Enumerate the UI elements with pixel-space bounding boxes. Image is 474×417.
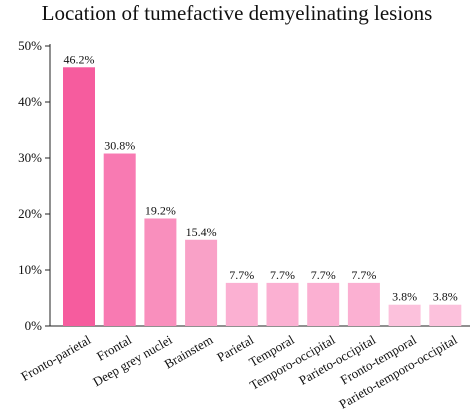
- bar: [307, 282, 340, 326]
- y-tick-label: 0%: [25, 318, 43, 333]
- bar: [144, 218, 177, 326]
- bar: [185, 239, 218, 326]
- bar-value-label: 7.7%: [229, 268, 254, 282]
- bar: [429, 304, 462, 326]
- bar-value-label: 30.8%: [104, 139, 135, 153]
- y-tick-label: 10%: [18, 262, 42, 277]
- bar: [103, 153, 136, 326]
- bar: [347, 282, 380, 326]
- bar-value-label: 46.2%: [64, 52, 95, 66]
- bar: [266, 282, 299, 326]
- y-tick-label: 50%: [18, 38, 42, 53]
- bar-value-label: 7.7%: [270, 268, 295, 282]
- y-tick-label: 20%: [18, 206, 42, 221]
- bar-value-label: 19.2%: [145, 203, 176, 217]
- bar-value-label: 15.4%: [186, 225, 217, 239]
- bar: [63, 67, 95, 326]
- y-tick-label: 30%: [18, 150, 42, 165]
- value-labels: 46.2% 30.8% 19.2% 15.4% 7.7% 7.7% 7.7% 7.7% 3.8%…: [64, 52, 458, 303]
- bar-value-label: 3.8%: [433, 290, 458, 304]
- chart-title: Location of tumefactive demyelinating le…: [41, 1, 433, 25]
- y-tick-label: 40%: [18, 94, 42, 109]
- bar-value-label: 7.7%: [311, 268, 336, 282]
- y-axis-ticks: 0% 10% 20% 30% 40% 50%: [18, 38, 50, 333]
- bar: [225, 282, 258, 326]
- bar-value-label: 7.7%: [351, 268, 376, 282]
- bar: [388, 304, 421, 326]
- bars: [63, 67, 462, 326]
- bar-value-label: 3.8%: [392, 290, 417, 304]
- x-tick-label: Fronto-parietal: [18, 332, 93, 384]
